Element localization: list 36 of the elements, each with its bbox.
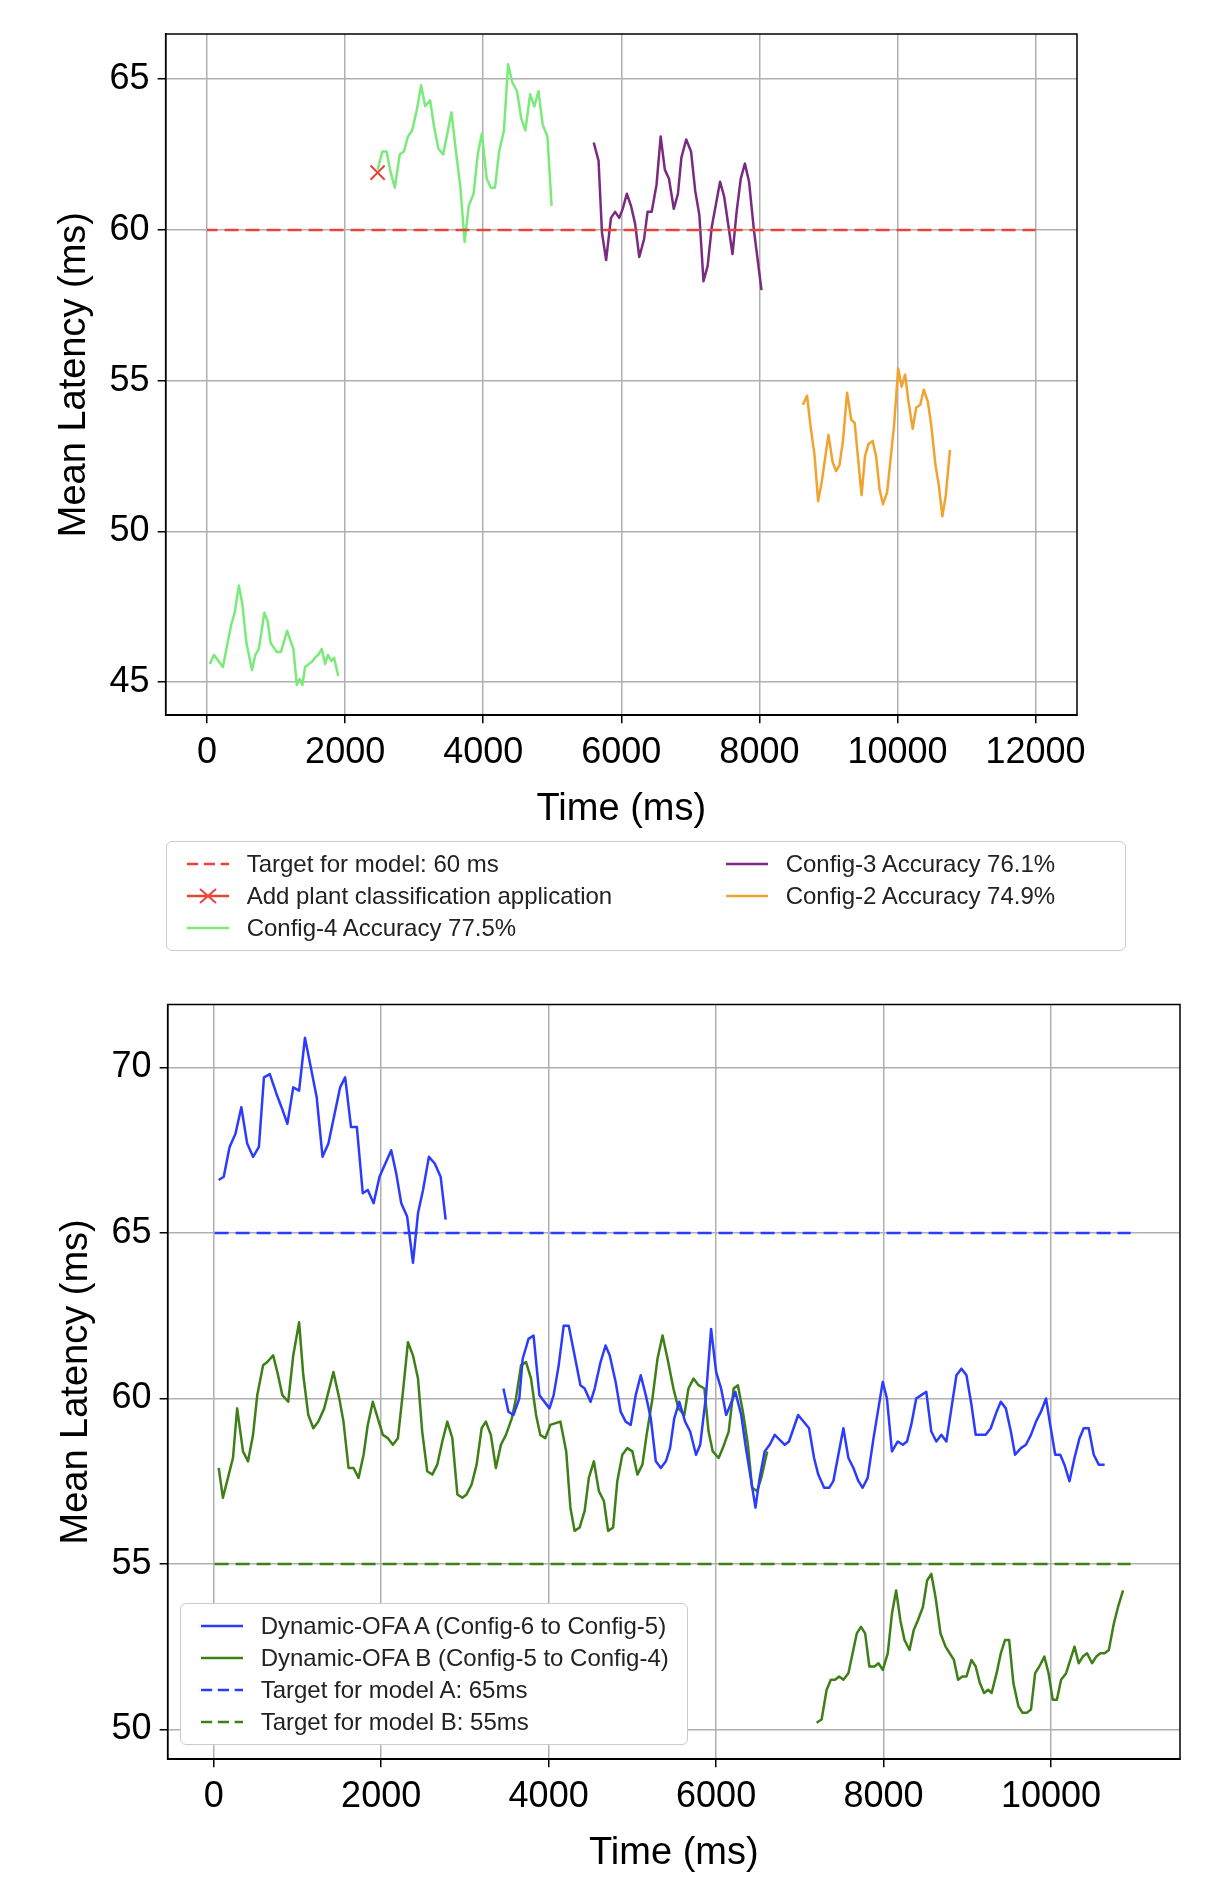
x-tick-label: 4000 (508, 1773, 589, 1815)
legend-label: Add plant classification application (246, 882, 613, 910)
y-tick-label: 55 (111, 1540, 152, 1582)
x-tick-label: 8000 (719, 729, 800, 771)
y-axis-title: Mean Latency (ms) (51, 211, 94, 538)
x-tick-label: 0 (203, 1773, 224, 1815)
x-tick-label: 10000 (1000, 1773, 1102, 1815)
x-tick-label: 6000 (676, 1773, 757, 1815)
y-tick-label: 55 (109, 357, 150, 399)
legend-label: Config-3 Accuracy 76.1% (785, 850, 1056, 878)
y-tick-label: 65 (111, 1209, 152, 1251)
x-tick-label: 2000 (341, 1773, 422, 1815)
y-axis-title: Mean Latency (ms) (53, 1219, 96, 1545)
y-tick-label: 45 (109, 658, 150, 700)
y-tick-label: 60 (109, 206, 150, 248)
x-tick-label: 6000 (581, 729, 662, 771)
x-tick-label: 10000 (847, 729, 948, 771)
x-axis-title: Time (ms) (589, 1829, 759, 1872)
x-axis-title: Time (ms) (536, 785, 707, 828)
y-tick-label: 70 (111, 1044, 152, 1086)
x-tick-label: 2000 (305, 729, 386, 771)
legend-label: Config-4 Accuracy 77.5% (246, 914, 517, 942)
x-tick-label: 0 (197, 729, 218, 771)
y-tick-label: 50 (109, 508, 150, 550)
legend-label: Target for model: 60 ms (246, 850, 499, 878)
x-tick-label: 4000 (443, 729, 524, 771)
x-tick-label: 12000 (985, 729, 1086, 771)
legend-label: Config-2 Accuracy 74.9% (785, 882, 1056, 910)
legend-label: Dynamic-OFA B (Config-5 to Config-4) (260, 1644, 669, 1673)
y-tick-label: 50 (111, 1706, 152, 1748)
legend-label: Target for model B: 55ms (260, 1708, 529, 1737)
legend-label: Target for model A: 65ms (260, 1676, 528, 1705)
legend-label: Dynamic-OFA A (Config-6 to Config-5) (260, 1612, 667, 1641)
x-tick-label: 8000 (843, 1773, 924, 1815)
y-tick-label: 60 (111, 1375, 152, 1417)
y-tick-label: 65 (109, 56, 150, 98)
